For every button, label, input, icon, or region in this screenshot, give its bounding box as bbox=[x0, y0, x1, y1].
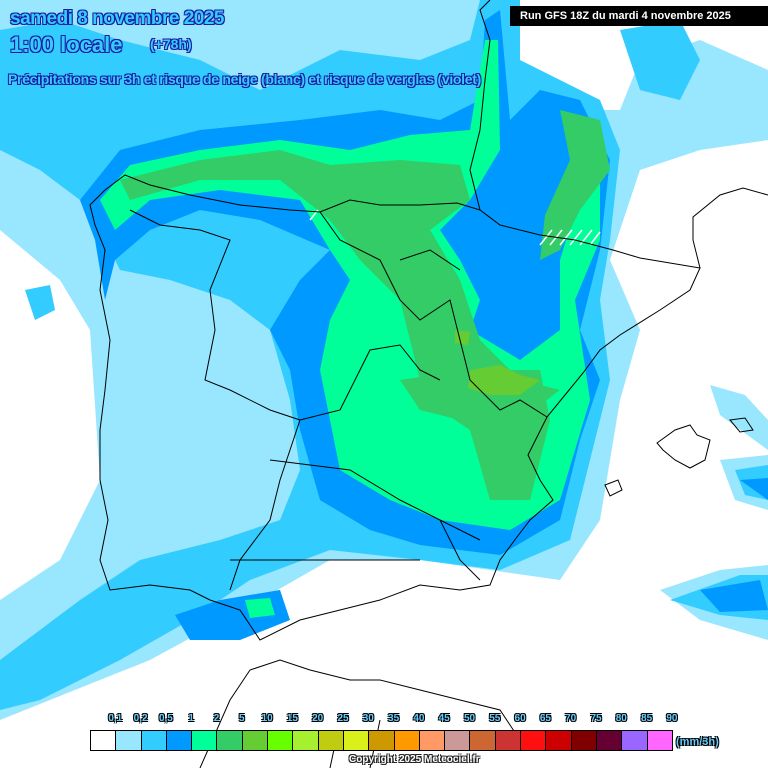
regional-borders bbox=[230, 211, 548, 581]
legend-label: 5 bbox=[239, 713, 245, 724]
legend-label: 45 bbox=[438, 713, 450, 724]
legend-swatch bbox=[293, 731, 319, 750]
legend-label: 85 bbox=[641, 713, 653, 724]
legend-swatch bbox=[369, 731, 395, 750]
legend-swatch bbox=[116, 731, 142, 750]
legend-swatch bbox=[192, 731, 218, 750]
menorca-island bbox=[729, 417, 754, 433]
legend-label: 2 bbox=[213, 713, 220, 724]
legend-label: 25 bbox=[337, 713, 349, 724]
legend-swatch bbox=[394, 731, 420, 750]
legend-swatch bbox=[141, 731, 167, 750]
copyright: Copyright 2025 Meteociel.fr bbox=[349, 754, 480, 765]
mallorca-island bbox=[656, 424, 711, 469]
legend-label: 60 bbox=[514, 713, 526, 724]
legend-label: 55 bbox=[489, 713, 501, 724]
legend-swatch bbox=[495, 731, 522, 750]
map-description: Précipitations sur 3h et risque de neige… bbox=[8, 71, 481, 87]
legend-swatch bbox=[647, 731, 672, 750]
legend-label: 40 bbox=[413, 713, 425, 724]
legend-swatch bbox=[242, 731, 269, 750]
legend-label: 65 bbox=[539, 713, 551, 724]
legend-swatch bbox=[596, 731, 623, 750]
legend-label: 70 bbox=[565, 713, 577, 724]
legend-label: 15 bbox=[286, 713, 298, 724]
portugal-spain-border bbox=[129, 209, 301, 591]
legend-swatch bbox=[571, 731, 597, 750]
legend-label: 1 bbox=[188, 713, 194, 724]
legend-swatch bbox=[268, 731, 294, 750]
ibiza-island bbox=[604, 479, 623, 497]
legend-swatch bbox=[343, 731, 370, 750]
legend-label: 0,5 bbox=[158, 713, 173, 724]
coastlines-borders bbox=[89, 0, 768, 768]
legend-swatch bbox=[91, 731, 117, 750]
legend-swatch bbox=[166, 731, 193, 750]
legend-label: 30 bbox=[362, 713, 374, 724]
color-legend bbox=[90, 730, 673, 751]
legend-swatch bbox=[470, 731, 496, 750]
iberia-coastline bbox=[89, 174, 701, 641]
legend-swatch bbox=[217, 731, 243, 750]
legend-label: 80 bbox=[615, 713, 627, 724]
legend-unit: (mm/3h) bbox=[676, 736, 719, 748]
legend-label: 35 bbox=[388, 713, 400, 724]
legend-label: 20 bbox=[312, 713, 324, 724]
legend-swatch bbox=[318, 731, 344, 750]
legend-swatch bbox=[546, 731, 572, 750]
forecast-date: samedi 8 novembre 2025 bbox=[10, 8, 224, 29]
legend-swatch bbox=[622, 731, 648, 750]
france-coastline bbox=[469, 0, 768, 269]
forecast-lead-time: (+78h) bbox=[150, 36, 192, 52]
legend-swatch bbox=[445, 731, 471, 750]
legend-label: 10 bbox=[261, 713, 273, 724]
legend-label: 50 bbox=[463, 713, 476, 724]
legend-label: 0,2 bbox=[133, 713, 148, 724]
legend-label: 75 bbox=[590, 713, 602, 724]
forecast-hour: 1:00 locale bbox=[10, 32, 123, 57]
model-run-label: Run GFS 18Z du mardi 4 novembre 2025 bbox=[510, 6, 768, 26]
legend-label: 90 bbox=[666, 713, 678, 724]
legend-swatch bbox=[419, 731, 446, 750]
legend-label: 0,1 bbox=[108, 713, 123, 724]
legend-swatch bbox=[521, 731, 547, 750]
